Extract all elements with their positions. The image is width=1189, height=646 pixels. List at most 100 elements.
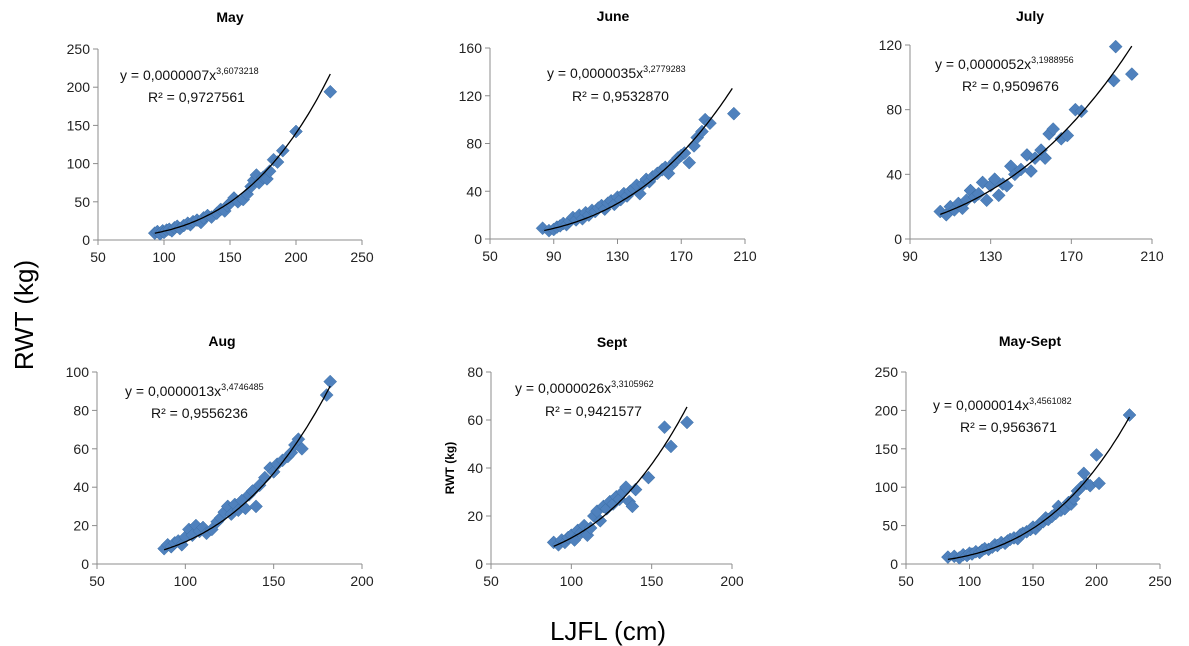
x-tick-label: 170 bbox=[670, 248, 694, 264]
y-axis-label: RWT (kg) bbox=[443, 442, 457, 494]
trendline-equation: y = 0,0000014x3,4561082 bbox=[933, 396, 1072, 413]
y-tick-label: 0 bbox=[475, 556, 483, 572]
data-point bbox=[703, 116, 717, 131]
data-point bbox=[625, 499, 640, 514]
data-point bbox=[677, 146, 692, 160]
trendline-equation: y = 0,0000052x3,1988956 bbox=[935, 55, 1074, 72]
y-tick-label: 20 bbox=[467, 508, 483, 524]
data-point bbox=[1106, 73, 1121, 88]
figure-y-label: RWT (kg) bbox=[9, 260, 39, 370]
x-tick-label: 50 bbox=[482, 248, 498, 264]
data-point bbox=[726, 106, 741, 121]
data-point bbox=[991, 188, 1006, 203]
data-point bbox=[1108, 39, 1123, 54]
figure-x-label: LJFL (cm) bbox=[550, 616, 666, 646]
chart-sept: Sept 0 20 40 60 80 50 100 150 200 RWT (kg) y = 0,00… bbox=[443, 334, 744, 589]
chart-title: Sept bbox=[597, 334, 628, 350]
data-point bbox=[1122, 408, 1137, 422]
data-point bbox=[619, 480, 633, 495]
data-point bbox=[270, 155, 285, 169]
data-point bbox=[295, 441, 309, 456]
x-tick-label: 90 bbox=[902, 248, 918, 264]
y-tick-label: 50 bbox=[882, 518, 898, 534]
data-point bbox=[1024, 164, 1038, 178]
data-point bbox=[289, 124, 303, 139]
x-tick-label: 50 bbox=[90, 249, 106, 265]
trendline-equation: y = 0,0000013x3,4746485 bbox=[125, 382, 264, 399]
y-tick-label: 120 bbox=[459, 88, 483, 104]
r-squared-label: R² = 0,9556236 bbox=[151, 405, 248, 421]
y-tick-label: 80 bbox=[467, 364, 483, 380]
y-tick-label: 60 bbox=[73, 441, 89, 457]
trendline-equation: y = 0,0000026x3,3105962 bbox=[515, 379, 654, 396]
x-tick-label: 50 bbox=[483, 573, 499, 589]
x-tick-label: 100 bbox=[958, 573, 982, 589]
y-tick-label: 60 bbox=[467, 412, 483, 428]
y-tick-label: 0 bbox=[82, 232, 90, 248]
x-tick-label: 100 bbox=[174, 573, 198, 589]
x-tick-label: 150 bbox=[262, 573, 286, 589]
y-tick-label: 40 bbox=[466, 183, 482, 199]
x-tick-label: 130 bbox=[979, 248, 1003, 264]
x-tick-label: 150 bbox=[640, 573, 664, 589]
data-point bbox=[593, 513, 608, 528]
data-point bbox=[1074, 104, 1089, 119]
data-point bbox=[680, 415, 694, 430]
x-tick-label: 250 bbox=[350, 249, 374, 265]
trendline-equation: y = 0,0000035x3,2779283 bbox=[547, 64, 686, 81]
y-tick-label: 120 bbox=[879, 37, 903, 53]
x-tick-label: 170 bbox=[1060, 248, 1084, 264]
data-point bbox=[323, 84, 338, 99]
x-tick-label: 200 bbox=[284, 249, 308, 265]
chart-title: May-Sept bbox=[999, 333, 1062, 349]
y-tick-label: 100 bbox=[67, 156, 91, 172]
data-point bbox=[323, 374, 338, 389]
r-squared-label: R² = 0,9421577 bbox=[545, 403, 642, 419]
y-tick-label: 0 bbox=[81, 556, 89, 572]
y-tick-label: 0 bbox=[890, 556, 898, 572]
r-squared-label: R² = 0,9727561 bbox=[148, 89, 245, 105]
x-tick-label: 130 bbox=[606, 248, 630, 264]
data-point bbox=[319, 388, 334, 402]
x-tick-label: 50 bbox=[898, 573, 914, 589]
trendline bbox=[553, 406, 688, 547]
data-point bbox=[1046, 122, 1061, 136]
x-tick-label: 210 bbox=[733, 248, 757, 264]
r-squared-label: R² = 0,9509676 bbox=[962, 78, 1059, 94]
data-point bbox=[262, 164, 277, 179]
data-point bbox=[657, 420, 672, 435]
data-point bbox=[1038, 151, 1052, 166]
data-point bbox=[641, 470, 656, 485]
x-tick-label: 100 bbox=[152, 249, 176, 265]
y-tick-label: 80 bbox=[73, 402, 89, 418]
chart-title: July bbox=[1016, 8, 1044, 24]
chart-aug: Aug 0 20 40 60 80 100 50 100 150 200 y = 0,0000013x… bbox=[66, 333, 374, 589]
y-tick-label: 160 bbox=[459, 40, 483, 56]
chart-title: Aug bbox=[208, 333, 235, 349]
x-tick-label: 150 bbox=[218, 249, 242, 265]
y-tick-label: 50 bbox=[74, 194, 90, 210]
trendline bbox=[940, 45, 1133, 216]
trendline bbox=[544, 88, 733, 232]
y-tick-label: 100 bbox=[66, 364, 90, 380]
x-tick-label: 200 bbox=[350, 573, 374, 589]
data-point bbox=[682, 155, 697, 170]
data-point bbox=[971, 186, 986, 201]
y-tick-label: 40 bbox=[886, 166, 902, 182]
y-tick-label: 200 bbox=[875, 402, 899, 418]
y-tick-label: 250 bbox=[67, 41, 91, 57]
y-tick-label: 0 bbox=[474, 231, 482, 247]
x-tick-label: 150 bbox=[1021, 573, 1045, 589]
r-squared-label: R² = 0,9563671 bbox=[960, 419, 1057, 435]
x-tick-label: 50 bbox=[89, 573, 105, 589]
chart-title: May bbox=[216, 9, 243, 25]
y-tick-label: 0 bbox=[894, 231, 902, 247]
x-tick-label: 90 bbox=[546, 248, 562, 264]
r-squared-label: R² = 0,9532870 bbox=[572, 88, 669, 104]
y-tick-label: 80 bbox=[886, 102, 902, 118]
y-tick-label: 250 bbox=[875, 364, 899, 380]
x-tick-label: 250 bbox=[1148, 573, 1172, 589]
x-tick-label: 100 bbox=[560, 573, 584, 589]
trendline-equation: y = 0,0000007x3,6073218 bbox=[120, 66, 259, 83]
